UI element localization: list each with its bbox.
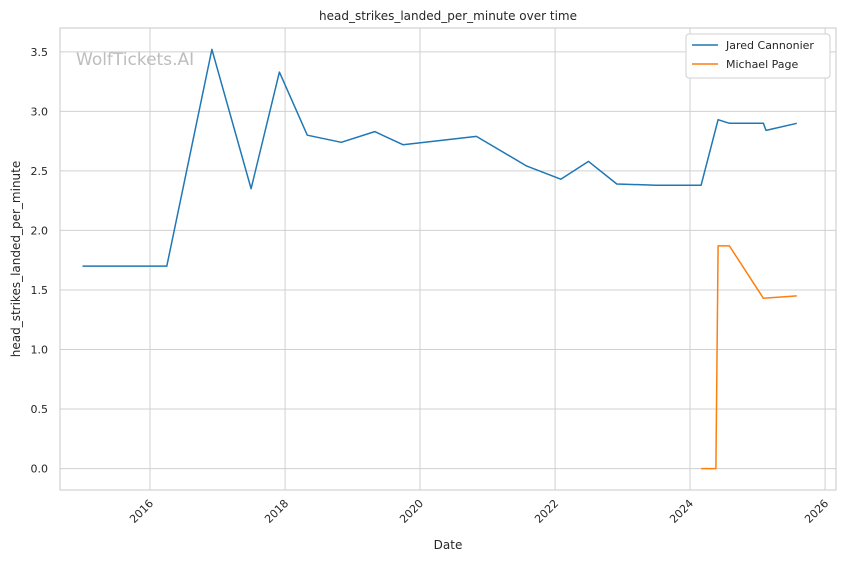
y-tick-label: 0.0 [31,463,49,476]
series-lines [82,48,797,470]
y-tick-label: 3.0 [31,105,49,118]
y-tick-label: 1.5 [31,284,49,297]
legend-entry-michael-page: Michael Page [726,58,798,71]
chart-title: head_strikes_landed_per_minute over time [319,9,577,23]
watermark-text: WolfTickets.AI [76,50,194,70]
legend-entry-jared-cannonier: Jared Cannonier [725,39,814,52]
plot-frame [59,27,837,491]
grid-lines [60,28,836,490]
y-tick-label: 3.5 [31,46,49,59]
legend: Jared Cannonier Michael Page [685,33,831,79]
y-axis-ticks: 0.0 0.5 1.0 1.5 2.0 2.5 3.0 3.5 [31,46,49,476]
y-tick-label: 2.0 [31,224,49,237]
y-tick-label: 2.5 [31,165,49,178]
legend-box [685,33,831,79]
series-line-jared-cannonier [82,48,797,267]
series-line-michael-page [701,245,797,470]
y-tick-label: 0.5 [31,403,49,416]
y-tick-label: 1.0 [31,343,49,356]
x-axis-label: Date [434,538,463,552]
y-axis-label: head_strikes_landed_per_minute [9,161,23,358]
